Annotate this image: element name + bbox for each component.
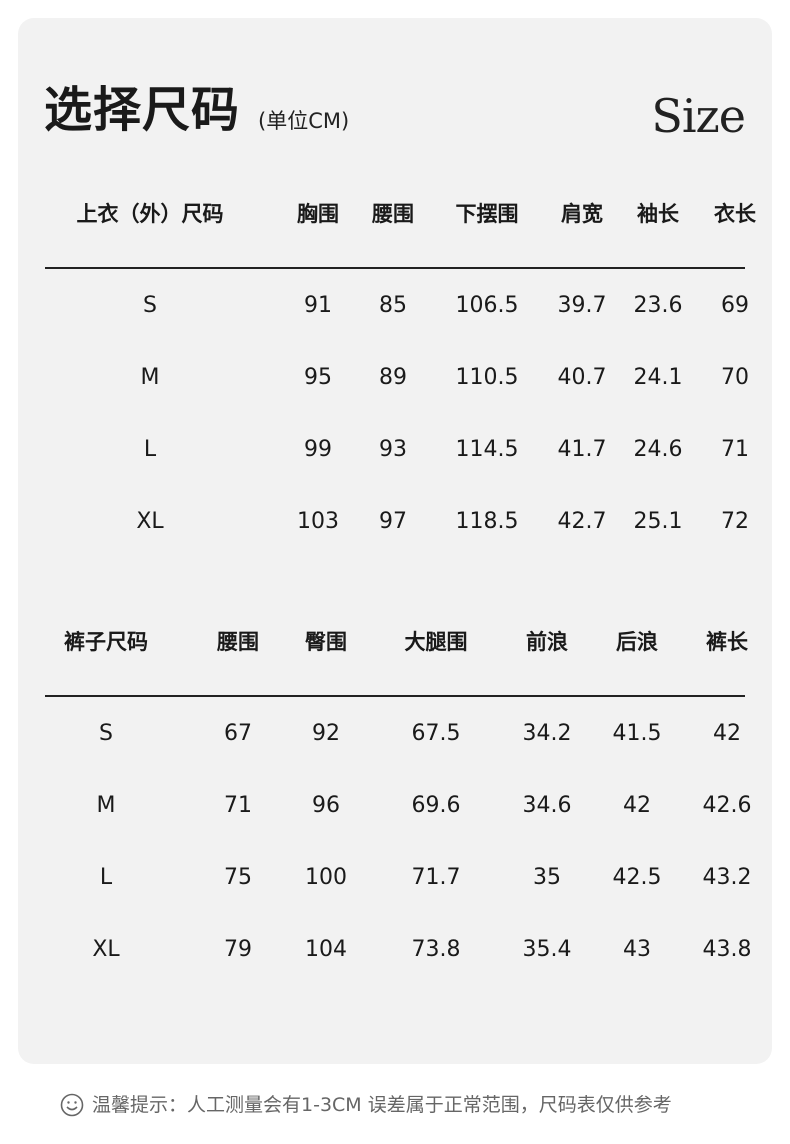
size-label: M [140, 365, 160, 390]
table-cell: 24.1 [633, 365, 683, 390]
table-cell: 23.6 [633, 293, 683, 318]
table-cell: 85 [379, 293, 407, 318]
size-label: S [143, 293, 157, 318]
table-cell: 42.5 [612, 865, 662, 890]
table-cell: 34.6 [522, 793, 572, 818]
table-cell: 39.7 [557, 293, 607, 318]
table-cell: 91 [304, 293, 332, 318]
table-cell: 67 [224, 721, 252, 746]
table-cell: 41.7 [557, 437, 607, 462]
column-header: 臀围 [305, 630, 347, 654]
table-cell: 99 [304, 437, 332, 462]
table-cell: 70 [721, 365, 749, 390]
size-chart-card [18, 18, 772, 1064]
column-header: 腰围 [372, 202, 414, 226]
size-label: M [96, 793, 116, 818]
table-cell: 41.5 [612, 721, 662, 746]
table-cell: 40.7 [557, 365, 607, 390]
table-cell: 114.5 [455, 437, 519, 462]
footer-text: 温馨提示：人工测量会有1-3CM 误差属于正常范围，尺码表仅供参考 [92, 1094, 672, 1116]
table-cell: 89 [379, 365, 407, 390]
table-cell: 75 [224, 865, 252, 890]
table-cell: 71 [721, 437, 749, 462]
table-cell: 72 [721, 509, 749, 534]
footer-note: 温馨提示：人工测量会有1-3CM 误差属于正常范围，尺码表仅供参考 [60, 1091, 672, 1119]
unit-label: (单位CM) [258, 109, 350, 133]
column-header: 下摆围 [455, 202, 519, 226]
table-cell: 92 [312, 721, 340, 746]
size-label: L [99, 865, 113, 890]
table-cell: 97 [379, 509, 407, 534]
table-cell: 43 [623, 937, 651, 962]
table-cell: 95 [304, 365, 332, 390]
column-header: 裤长 [706, 630, 748, 654]
table-cell: 93 [379, 437, 407, 462]
table-cell: 110.5 [455, 365, 519, 390]
column-header: 袖长 [637, 202, 679, 226]
table-cell: 42 [713, 721, 741, 746]
size-label: S [99, 721, 113, 746]
table-cell: 42.7 [557, 509, 607, 534]
table-cell: 43.2 [702, 865, 752, 890]
table-cell: 69.6 [411, 793, 461, 818]
pants-table-divider [45, 695, 745, 697]
table-cell: 103 [297, 509, 339, 534]
column-header: 胸围 [297, 202, 339, 226]
size-logo: Size [651, 89, 746, 143]
column-header: 大腿围 [404, 630, 468, 654]
table-cell: 42 [623, 793, 651, 818]
table-cell: 67.5 [411, 721, 461, 746]
page-title: 选择尺码 [44, 82, 241, 138]
column-header: 腰围 [217, 630, 259, 654]
table-cell: 79 [224, 937, 252, 962]
table-cell: 106.5 [455, 293, 519, 318]
table-cell: 69 [721, 293, 749, 318]
column-header: 后浪 [616, 630, 658, 654]
column-header: 上衣（外）尺码 [76, 202, 224, 226]
smile-icon [60, 1093, 84, 1117]
table-cell: 96 [312, 793, 340, 818]
table-cell: 34.2 [522, 721, 572, 746]
table-cell: 35.4 [522, 937, 572, 962]
table-cell: 118.5 [455, 509, 519, 534]
column-header: 衣长 [714, 202, 756, 226]
size-label: XL [92, 937, 120, 962]
table-cell: 35 [533, 865, 561, 890]
table-cell: 73.8 [411, 937, 461, 962]
table-cell: 24.6 [633, 437, 683, 462]
table-cell: 71 [224, 793, 252, 818]
column-header: 裤子尺码 [64, 630, 148, 654]
column-header: 前浪 [526, 630, 568, 654]
top-table-divider [45, 267, 745, 269]
table-cell: 42.6 [702, 793, 752, 818]
table-cell: 25.1 [633, 509, 683, 534]
table-cell: 100 [305, 865, 347, 890]
table-cell: 104 [305, 937, 347, 962]
column-header: 肩宽 [561, 202, 603, 226]
table-cell: 71.7 [411, 865, 461, 890]
table-cell: 43.8 [702, 937, 752, 962]
size-label: XL [136, 509, 164, 534]
size-label: L [143, 437, 157, 462]
